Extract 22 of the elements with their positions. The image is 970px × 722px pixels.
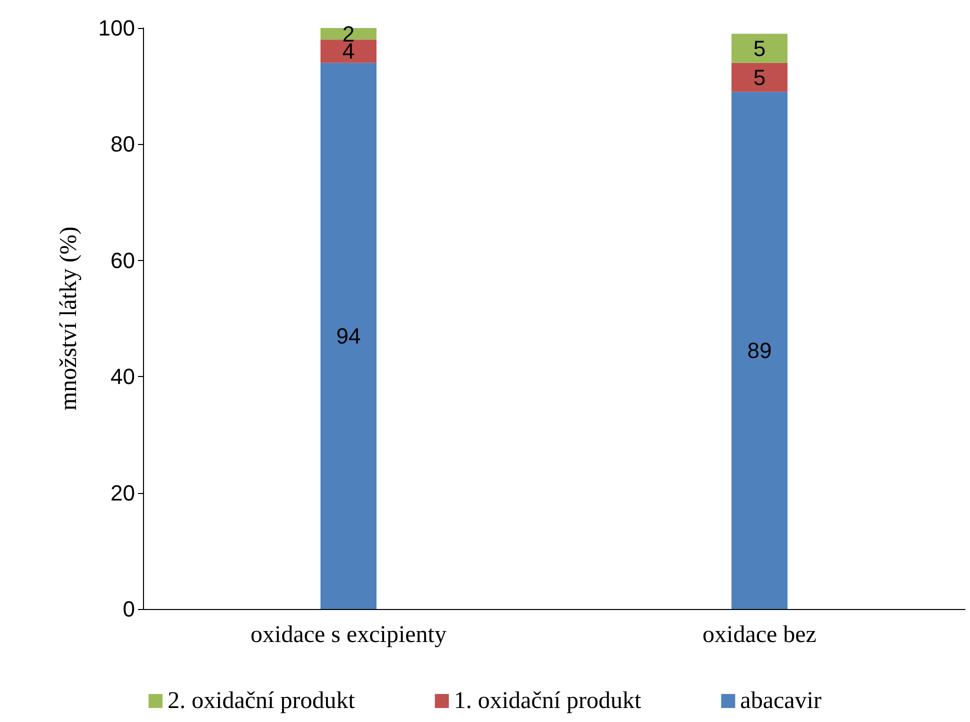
y-tick-label: 40	[110, 364, 135, 390]
bar	[320, 28, 376, 40]
y-axis-title: množství látky (%)	[56, 226, 82, 410]
bar	[732, 92, 788, 609]
data-label: 5	[753, 36, 766, 61]
data-label: 89	[747, 338, 772, 363]
bar	[732, 34, 788, 63]
legend-label: abacavir	[740, 688, 822, 714]
legend-label: 2. oxidační produkt	[168, 688, 356, 714]
y-tick-label: 20	[110, 480, 135, 506]
x-tick-label: oxidace bez	[702, 622, 816, 648]
bar	[320, 62, 376, 609]
data-label: 5	[753, 64, 766, 90]
bar	[320, 40, 376, 63]
data-label: 94	[336, 323, 361, 348]
y-tick-label: 80	[110, 132, 135, 157]
y-tick-label: 0	[122, 596, 135, 622]
x-tick-label: oxidace s excipienty	[250, 622, 446, 648]
bar	[732, 62, 788, 92]
y-tick-label: 60	[110, 248, 135, 273]
legend-label: 1. oxidační produkt	[454, 688, 642, 714]
y-tick-label: 100	[98, 16, 135, 40]
